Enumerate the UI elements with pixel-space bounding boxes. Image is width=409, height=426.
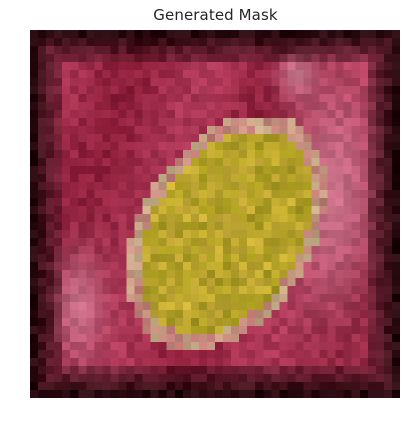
mask-pixels <box>30 30 400 398</box>
generated-mask-image <box>30 30 400 398</box>
figure-title: Generated Mask <box>153 6 278 24</box>
